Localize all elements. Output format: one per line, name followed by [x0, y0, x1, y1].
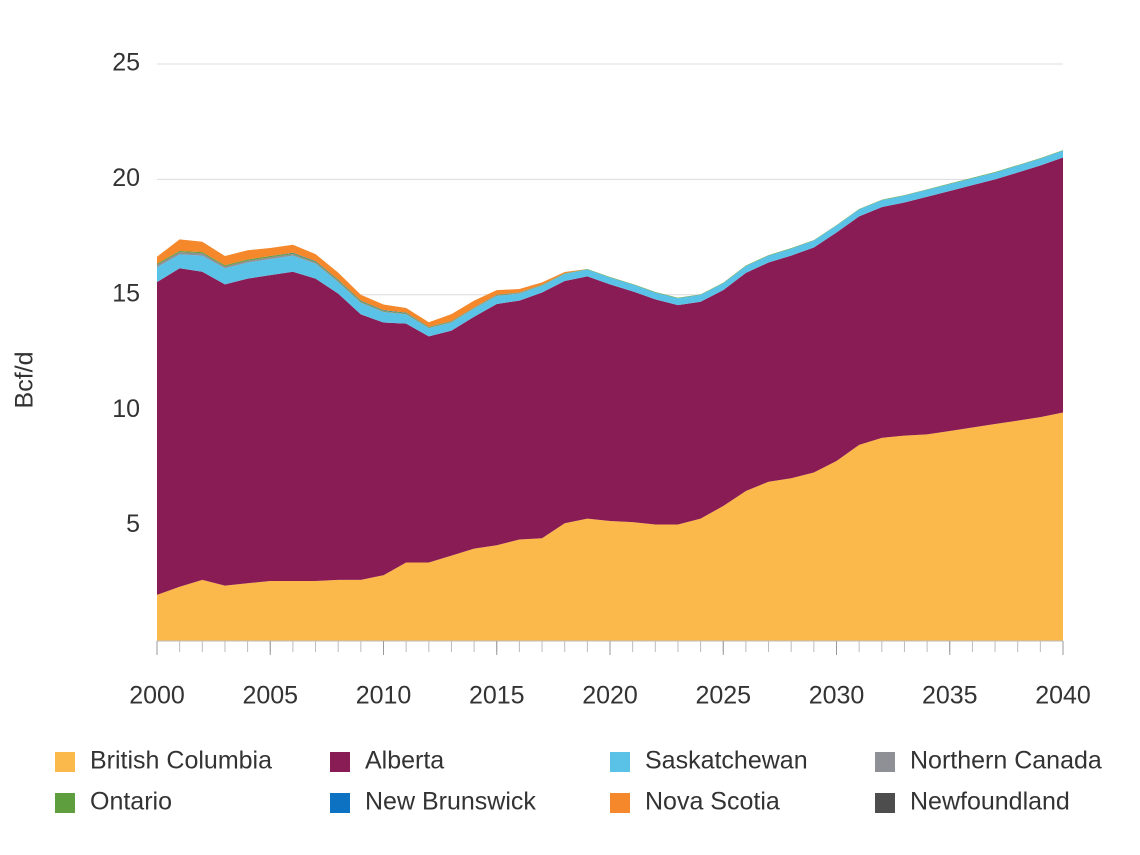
- x-tick-label: 2040: [1035, 682, 1091, 710]
- x-tick-label: 2005: [242, 682, 298, 710]
- x-tick-label: 2035: [922, 682, 978, 710]
- legend-label: Nova Scotia: [645, 788, 780, 816]
- legend-swatch: [330, 793, 350, 813]
- y-tick-label: 20: [112, 164, 140, 192]
- legend-label: Ontario: [90, 788, 172, 816]
- y-tick-label: 25: [112, 49, 140, 77]
- x-tick-label: 2020: [582, 682, 638, 710]
- legend-label: Newfoundland: [910, 788, 1070, 816]
- legend-label: Northern Canada: [910, 747, 1102, 775]
- legend-swatch: [875, 793, 895, 813]
- legend-swatch: [875, 752, 895, 772]
- legend-swatch: [55, 752, 75, 772]
- x-tick-label: 2015: [469, 682, 525, 710]
- legend-swatch: [330, 752, 350, 772]
- legend-swatch: [610, 793, 630, 813]
- legend-label: Saskatchewan: [645, 747, 808, 775]
- area: [157, 412, 1063, 641]
- y-tick-label: 10: [112, 395, 140, 423]
- y-tick-label: 5: [126, 510, 140, 538]
- x-tick-label: 2010: [356, 682, 412, 710]
- y-tick-label: 15: [112, 279, 140, 307]
- legend-label: New Brunswick: [365, 788, 536, 816]
- area: [157, 157, 1063, 595]
- legend-swatch: [55, 793, 75, 813]
- x-tick-label: 2000: [129, 682, 185, 710]
- legend-swatch: [610, 752, 630, 772]
- y-axis-label: Bcf/d: [11, 352, 39, 409]
- x-tick-label: 2025: [695, 682, 751, 710]
- legend-label: Alberta: [365, 747, 444, 775]
- legend-label: British Columbia: [90, 747, 272, 775]
- x-tick-label: 2030: [809, 682, 865, 710]
